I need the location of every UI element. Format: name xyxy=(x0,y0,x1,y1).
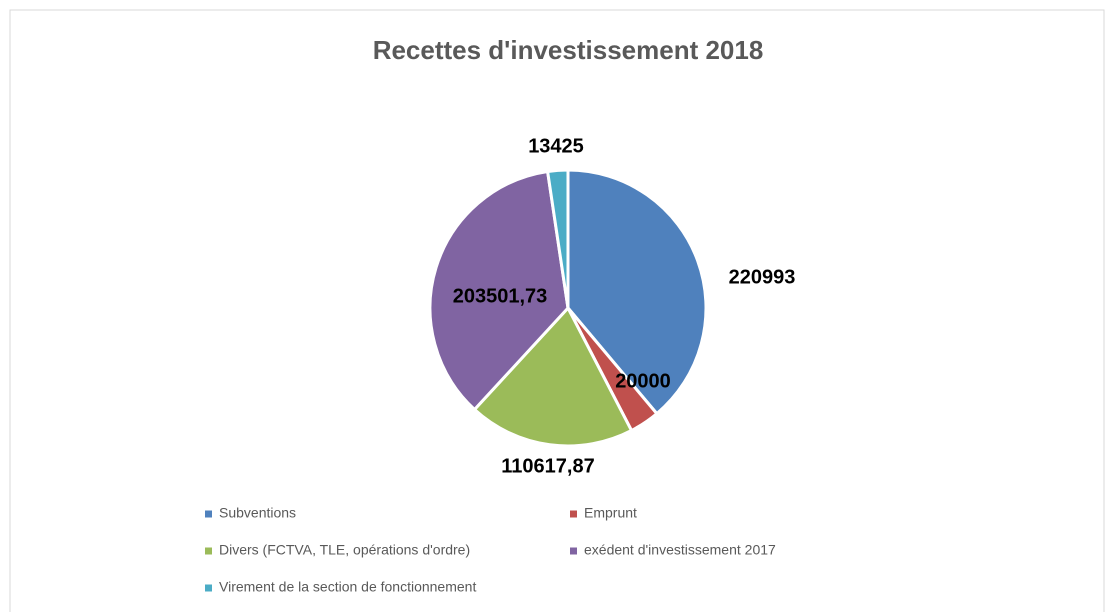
pie-slice xyxy=(428,169,570,412)
pie-slice xyxy=(566,168,708,416)
data-label: 20000 xyxy=(615,370,671,392)
legend-label: Virement de la section de fonctionnement xyxy=(219,579,476,595)
legend-label: Emprunt xyxy=(584,505,637,521)
data-label: 110617,87 xyxy=(501,455,594,477)
pie-slice xyxy=(545,168,570,309)
data-label: 220993 xyxy=(729,266,796,288)
legend-label: Divers (FCTVA, TLE, opérations d'ordre) xyxy=(219,542,470,558)
legend-label: Subventions xyxy=(219,505,296,521)
chart-title: Recettes d'investissement 2018 xyxy=(373,35,764,65)
legend-swatch xyxy=(570,510,577,518)
data-label: 203501,73 xyxy=(453,285,548,307)
legend-label: exédent d'investissement 2017 xyxy=(584,542,776,558)
legend-swatch xyxy=(205,547,212,555)
legend-swatch xyxy=(205,584,212,592)
data-label: 13425 xyxy=(528,135,584,157)
legend-swatch xyxy=(205,510,212,518)
legend-swatch xyxy=(570,547,577,555)
pie-slice xyxy=(472,305,634,448)
